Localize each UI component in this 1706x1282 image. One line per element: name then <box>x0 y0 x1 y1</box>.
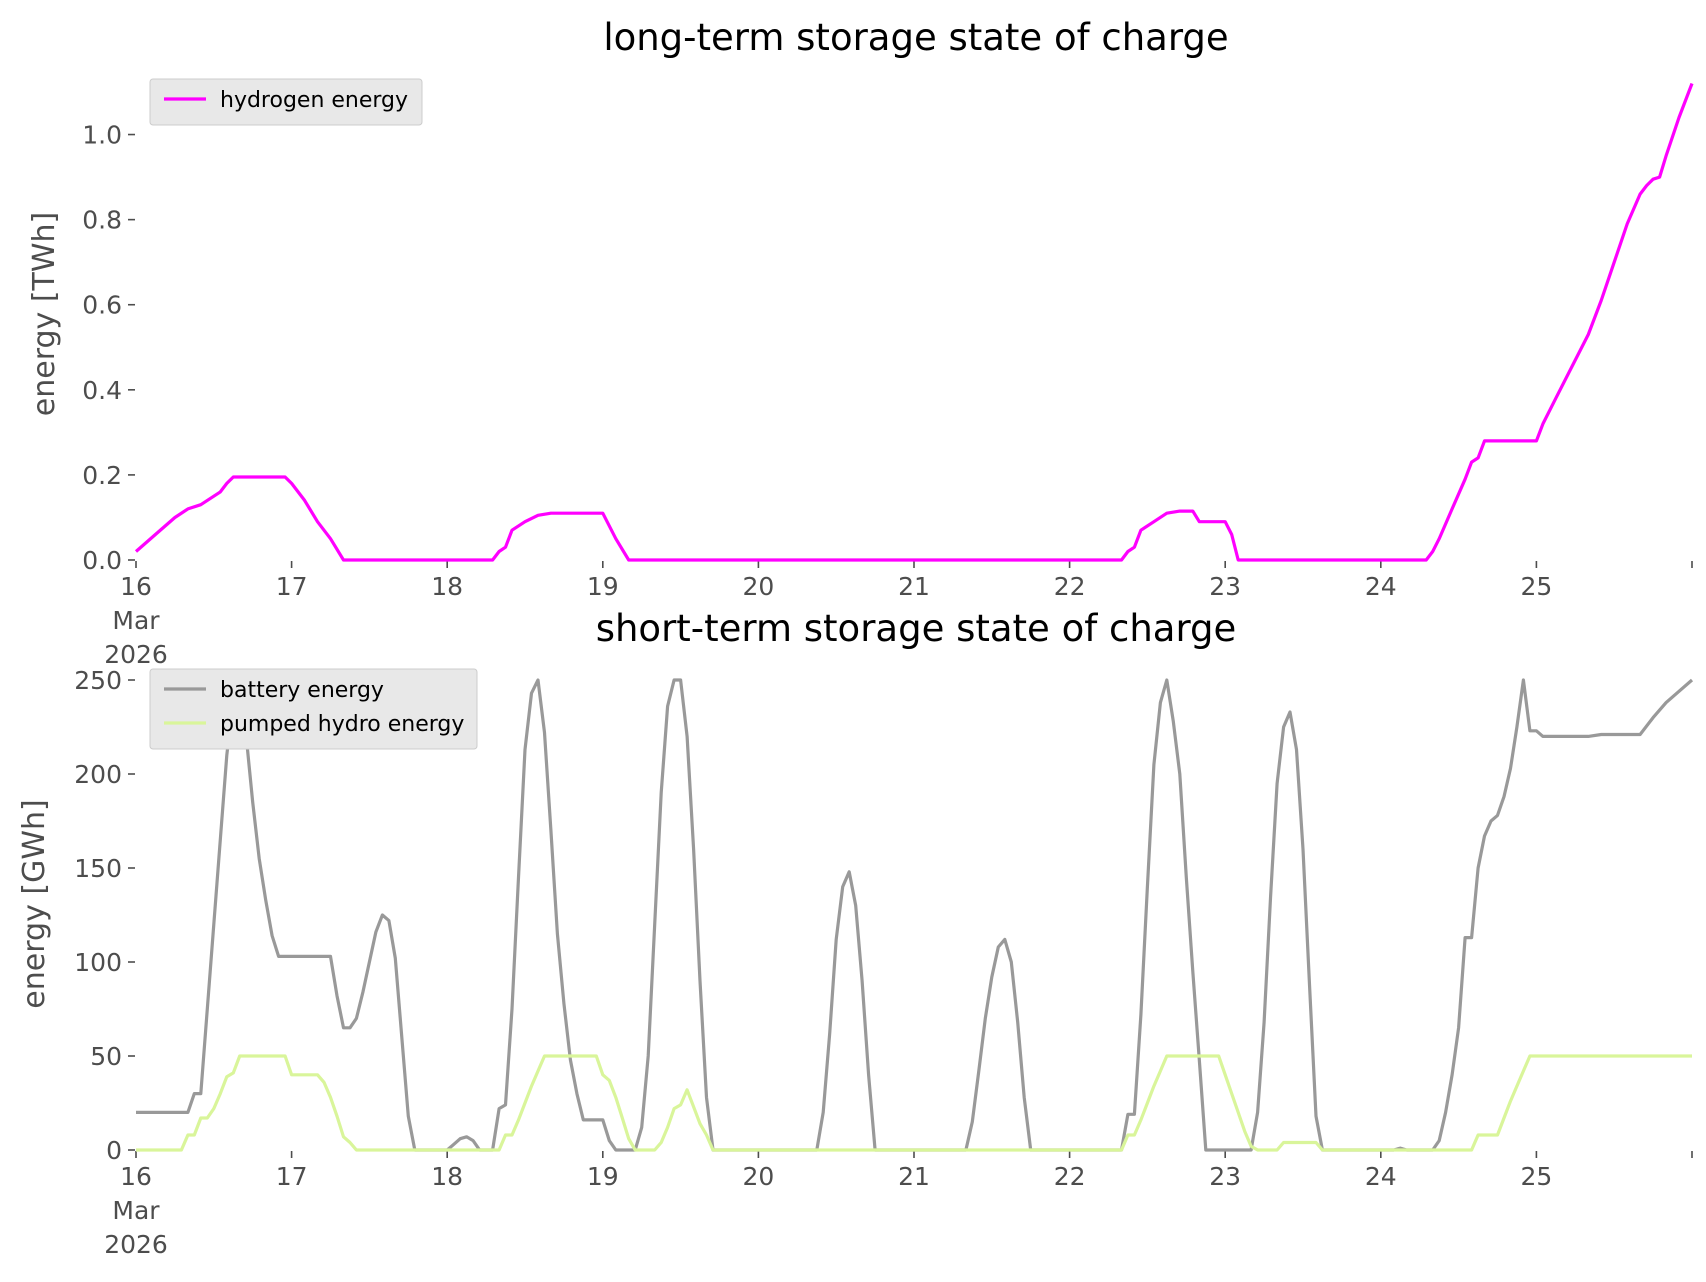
series-line <box>136 1054 1692 1152</box>
y-tick-label: 200 <box>74 760 122 789</box>
legend-label: battery energy <box>220 678 384 703</box>
short-term-storage-chart: short-term storage state of charge energ… <box>17 607 1694 1259</box>
x-tick-label: 25 <box>1520 572 1552 601</box>
series-line <box>136 678 1694 1152</box>
long-term-storage-chart: long-term storage state of charge energy… <box>27 16 1694 669</box>
x-tick-label: 23 <box>1209 1162 1241 1191</box>
y-tick-label: 100 <box>74 948 122 977</box>
axis-ticks: 0.0 0.2 0.4 0.6 0.8 1.0 16 Mar 2026 17 18 19 20 21 22 2… <box>82 121 1693 669</box>
legend-box <box>149 78 423 126</box>
series-lines <box>134 82 1694 562</box>
x-tick-label: 23 <box>1209 572 1241 601</box>
x-tick-label: 2026 <box>104 1230 168 1259</box>
x-tick-label: 24 <box>1365 1162 1397 1191</box>
y-tick-label: 0.8 <box>82 206 122 235</box>
y-tick-label: 250 <box>74 666 122 695</box>
x-tick-label: 25 <box>1520 1162 1552 1191</box>
y-tick-label: 1.0 <box>82 121 122 150</box>
chart-title: long-term storage state of charge <box>603 16 1228 59</box>
x-tick-label: 21 <box>898 1162 930 1191</box>
x-tick-label: 18 <box>431 1162 463 1191</box>
series-lines <box>136 678 1694 1152</box>
legend-label: hydrogen energy <box>220 88 408 113</box>
y-axis-label: energy [TWh] <box>27 212 62 416</box>
axis-ticks: 0 50 100 150 200 250 16 Mar 2026 17 18 19 20 21 22 23 24… <box>74 666 1693 1259</box>
x-tick-label: 17 <box>276 1162 308 1191</box>
y-tick-label: 0.2 <box>82 461 122 490</box>
legend: battery energy pumped hydro energy <box>149 668 478 750</box>
y-tick-label: 0.6 <box>82 291 122 320</box>
x-tick-label: Mar <box>112 1196 160 1225</box>
x-tick-label: 20 <box>742 1162 774 1191</box>
x-tick-label: 17 <box>276 572 308 601</box>
chart-title: short-term storage state of charge <box>596 607 1237 650</box>
y-tick-label: 0.0 <box>82 546 122 575</box>
series-line <box>134 82 1694 562</box>
x-tick-label: 20 <box>742 572 774 601</box>
x-tick-label: Mar <box>112 606 160 635</box>
y-tick-label: 50 <box>90 1042 122 1071</box>
legend-label: pumped hydro energy <box>220 712 464 737</box>
y-tick-label: 150 <box>74 854 122 883</box>
legend: hydrogen energy <box>149 78 423 126</box>
y-tick-label: 0 <box>106 1136 122 1165</box>
x-tick-label: 2026 <box>104 640 168 669</box>
x-tick-label: 19 <box>587 572 619 601</box>
x-tick-label: 21 <box>898 572 930 601</box>
x-tick-label: 16 <box>120 572 152 601</box>
x-tick-label: 22 <box>1054 1162 1086 1191</box>
y-tick-label: 0.4 <box>82 376 122 405</box>
x-tick-label: 16 <box>120 1162 152 1191</box>
y-axis-label: energy [GWh] <box>17 799 52 1008</box>
x-tick-label: 22 <box>1054 572 1086 601</box>
x-tick-label: 18 <box>431 572 463 601</box>
legend-box <box>149 668 478 750</box>
x-tick-label: 19 <box>587 1162 619 1191</box>
x-tick-label: 24 <box>1365 572 1397 601</box>
